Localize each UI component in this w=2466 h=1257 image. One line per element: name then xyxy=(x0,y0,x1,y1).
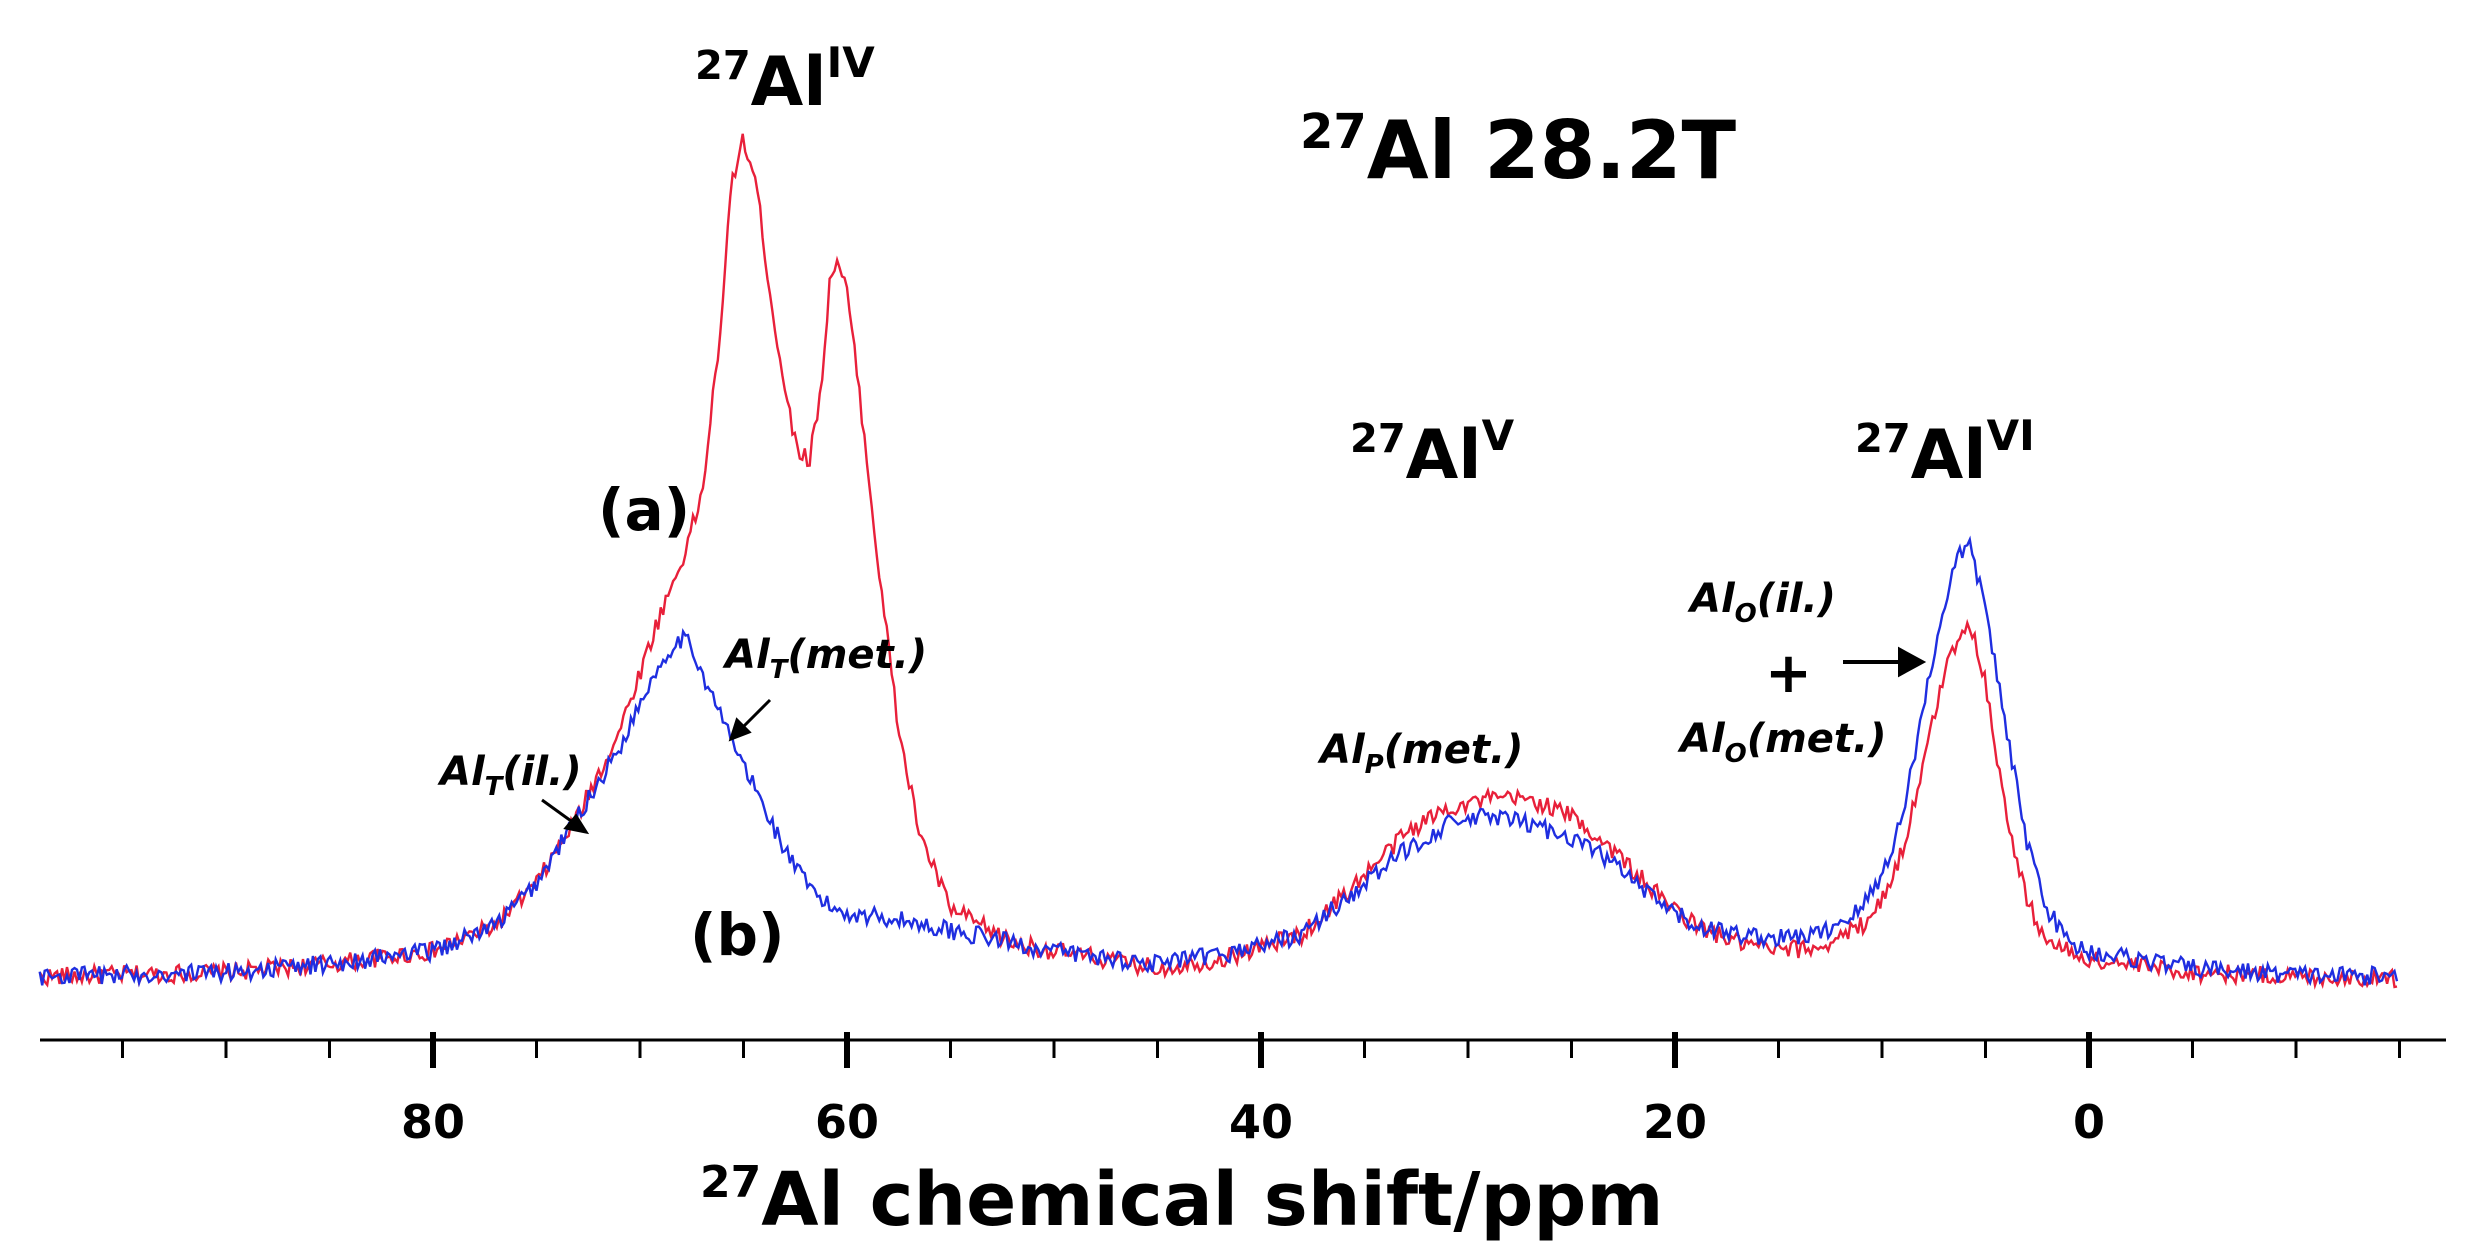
annotation-alt-met: AlT(met.) xyxy=(722,632,927,685)
title-field: 28.2T xyxy=(1484,104,1736,197)
region-label-al-vi: 27AlVI xyxy=(1855,411,2035,495)
region-label-al-iv: 27AlIV xyxy=(695,38,875,122)
region-label-al-v: 27AlV xyxy=(1350,411,1515,495)
arrow-alt-met xyxy=(728,698,772,742)
spectrum-lines xyxy=(38,133,2399,990)
annotation-plus: + xyxy=(1765,641,1812,706)
series-line-a xyxy=(38,133,2398,990)
tick-label: 0 xyxy=(2073,1095,2105,1149)
series-label-a: (a) xyxy=(598,476,690,544)
tick-label: 60 xyxy=(815,1095,879,1149)
title-element: Al xyxy=(1367,104,1456,197)
x-axis-label: 27Al chemical shift/ppm xyxy=(700,1157,1664,1243)
chart-title: 27Al 28.2T xyxy=(1300,104,1737,197)
arrow-alo xyxy=(1843,646,1927,678)
tick-label: 40 xyxy=(1229,1095,1293,1149)
series-label-b: (b) xyxy=(690,901,785,969)
series-line-b xyxy=(38,535,2399,988)
annotation-alt-il: AlT(il.) xyxy=(437,749,582,802)
tick-label: 80 xyxy=(401,1095,465,1149)
arrow-alt-il xyxy=(541,798,590,835)
tick-label: 20 xyxy=(1643,1095,1707,1149)
annotation-alo-met: AlO(met.) xyxy=(1677,716,1886,769)
x-axis-ticks: 80 60 40 20 0 xyxy=(121,1032,2401,1149)
title-isotope: 27 xyxy=(1300,104,1367,160)
annotation-alo-il: AlO(il.) xyxy=(1687,576,1836,629)
annotation-alp-met: AlP(met.) xyxy=(1317,727,1523,780)
